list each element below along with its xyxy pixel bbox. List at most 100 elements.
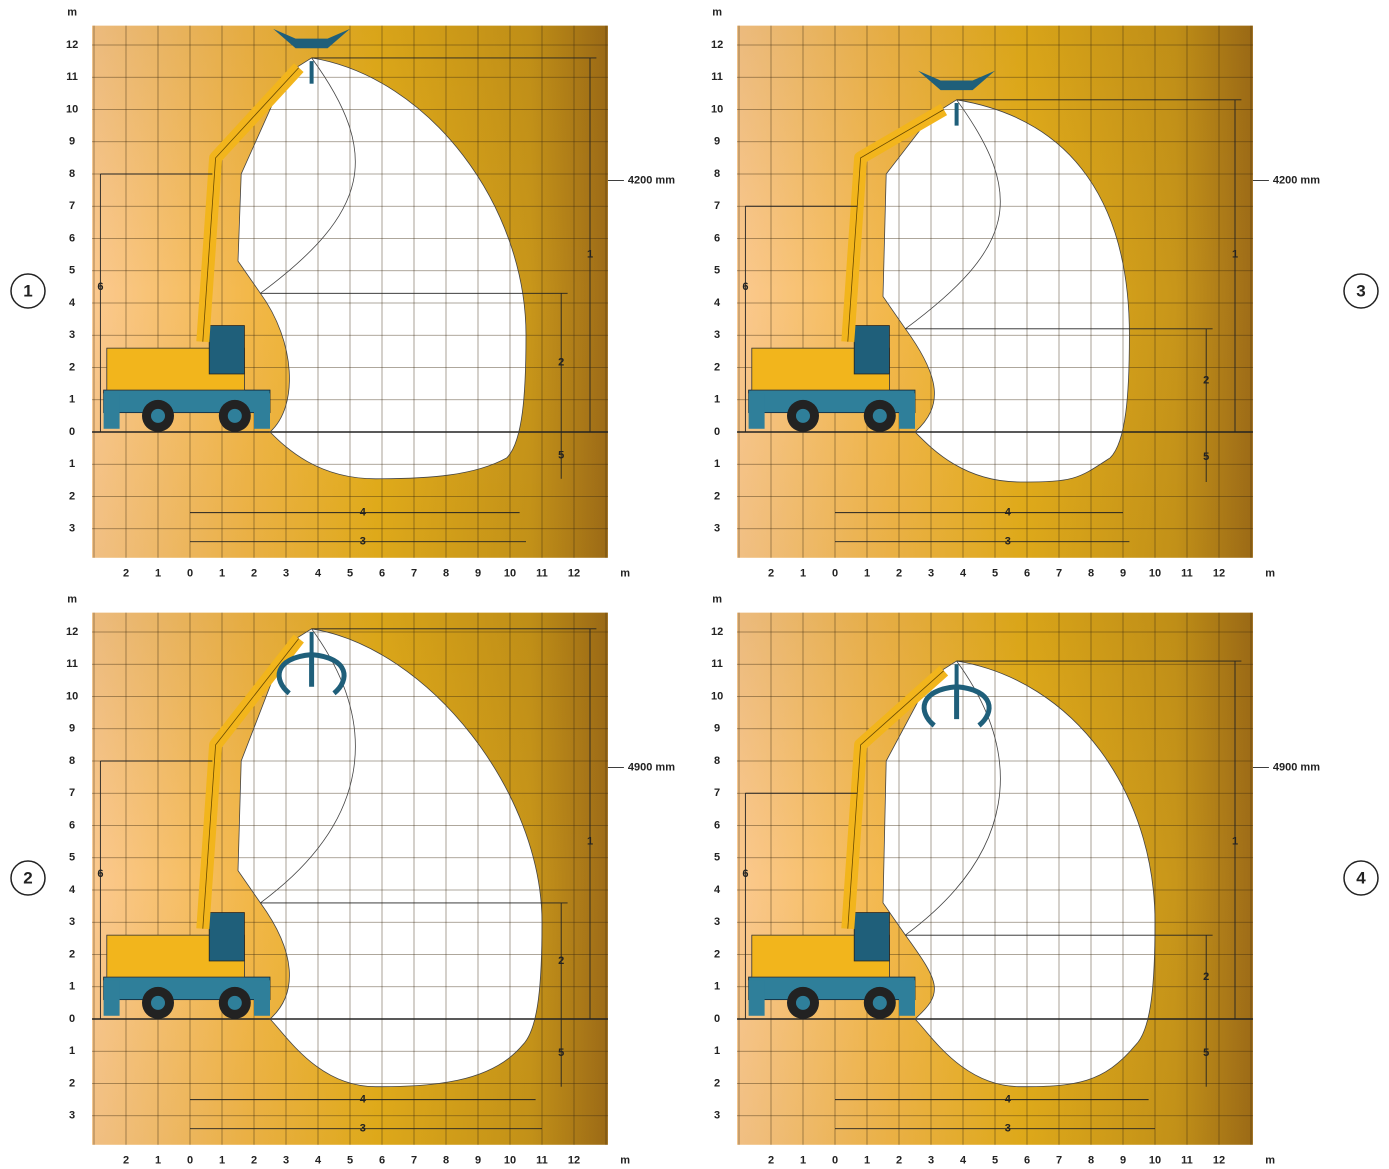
outrigger: [254, 393, 270, 429]
tool-head: [918, 70, 995, 91]
x-axis-label: 2: [123, 568, 129, 580]
y-axis-label: 9: [714, 723, 720, 735]
dimension-marker: 1: [1232, 249, 1238, 261]
y-axis-unit: m: [67, 594, 77, 606]
wheel-hub: [872, 995, 887, 1010]
y-axis-label: 10: [711, 690, 723, 702]
y-axis-label: 1: [69, 1045, 75, 1057]
x-axis-label: 6: [1024, 1155, 1030, 1167]
y-axis-label: 12: [711, 626, 723, 638]
outrigger: [748, 393, 765, 429]
y-axis-label: 4: [714, 884, 721, 896]
y-axis-label: 4: [69, 884, 76, 896]
config-circle: [1343, 860, 1379, 896]
x-axis-label: 11: [536, 568, 548, 580]
x-axis-label: 1: [864, 1155, 870, 1167]
cab: [208, 325, 245, 375]
outrigger: [748, 980, 765, 1016]
x-axis-label: 1: [800, 1155, 806, 1167]
y-axis-label: 6: [69, 819, 75, 831]
y-axis-label: 1: [69, 394, 75, 406]
boom-offset-label: 4200 mm: [628, 174, 675, 186]
x-axis-label: 1: [219, 1155, 225, 1167]
x-axis-label: 6: [1024, 568, 1030, 580]
y-axis-label: 1: [714, 1045, 720, 1057]
inner-curve: [260, 57, 356, 294]
x-axis-label: 9: [1120, 568, 1126, 580]
envelope-outline: [882, 99, 1130, 483]
x-axis-label: 2: [123, 1155, 129, 1167]
dimension-marker: 2: [558, 955, 564, 967]
x-axis-label: 12: [568, 568, 580, 580]
y-axis-label: 8: [69, 168, 75, 180]
dimension-marker: 6: [97, 868, 103, 880]
x-axis-label: 10: [504, 1155, 516, 1167]
working-envelope: [883, 99, 1130, 483]
boom-outline: [202, 638, 300, 929]
grapple: [921, 684, 992, 728]
envelope-outline: [237, 57, 527, 480]
x-axis-label: 2: [768, 1155, 774, 1167]
x-axis-label: 4: [315, 1155, 322, 1167]
y-axis-label: 8: [714, 168, 720, 180]
inner-curve: [905, 99, 1001, 330]
dimension-marker: 5: [1203, 451, 1209, 463]
outrigger: [103, 980, 120, 1016]
y-axis-label: 9: [69, 136, 75, 148]
y-axis-label: 3: [69, 523, 75, 535]
x-axis-label: 2: [896, 1155, 902, 1167]
y-axis-label: 2: [69, 361, 75, 373]
y-axis-label: 7: [69, 200, 75, 212]
x-axis-label: 1: [864, 568, 870, 580]
x-axis-label: 3: [928, 1155, 934, 1167]
dimension-marker: 3: [1005, 536, 1011, 548]
x-axis-label: 10: [504, 568, 516, 580]
wheel-hub: [151, 995, 165, 1010]
y-axis-label: 6: [69, 232, 75, 244]
dimension-marker: 2: [1203, 971, 1209, 983]
x-axis-unit: m: [620, 1155, 630, 1167]
x-axis-label: 3: [283, 1155, 289, 1167]
x-axis-label: 1: [155, 1155, 161, 1167]
y-axis-label: 2: [714, 948, 720, 960]
y-axis-label: 3: [714, 916, 720, 928]
x-axis-unit: m: [1265, 1155, 1275, 1167]
boom-offset-label: 4900 mm: [628, 761, 675, 773]
boom-outline: [847, 109, 945, 342]
y-axis-label: 2: [714, 361, 720, 373]
x-axis-label: 12: [1213, 1155, 1225, 1167]
y-axis-unit: m: [67, 7, 77, 19]
x-axis-unit: m: [1265, 568, 1275, 580]
dimension-marker: 1: [587, 836, 593, 848]
x-axis-label: 1: [155, 568, 161, 580]
y-axis-label: 3: [714, 523, 720, 535]
boom-offset-label: 4900 mm: [1273, 761, 1320, 773]
x-axis-label: 8: [443, 568, 449, 580]
y-axis-label: 6: [714, 819, 720, 831]
config-number: 1: [23, 281, 32, 300]
y-axis-label: 0: [714, 426, 720, 438]
y-axis-label: 7: [714, 200, 720, 212]
x-axis-label: 3: [928, 568, 934, 580]
y-axis-label: 10: [66, 103, 78, 115]
x-axis-label: 9: [1120, 1155, 1126, 1167]
wheel-hub: [796, 408, 810, 423]
y-axis-label: 3: [714, 1110, 720, 1122]
y-axis-label: 0: [714, 1013, 720, 1025]
y-axis-label: 2: [69, 1077, 75, 1089]
y-axis-unit: m: [712, 594, 722, 606]
y-axis-label: 1: [714, 458, 720, 470]
x-axis-label: 2: [251, 568, 257, 580]
wheel-hub: [872, 408, 887, 423]
x-axis-label: 5: [347, 568, 353, 580]
x-axis-label: 2: [768, 568, 774, 580]
x-axis-label: 4: [315, 568, 322, 580]
x-axis-label: 8: [443, 1155, 449, 1167]
y-axis-label: 0: [69, 1013, 75, 1025]
dimension-marker: 4: [1005, 1094, 1012, 1106]
x-axis-label: 4: [960, 568, 967, 580]
dimension-marker: 1: [1232, 836, 1238, 848]
y-axis-label: 11: [66, 71, 78, 83]
